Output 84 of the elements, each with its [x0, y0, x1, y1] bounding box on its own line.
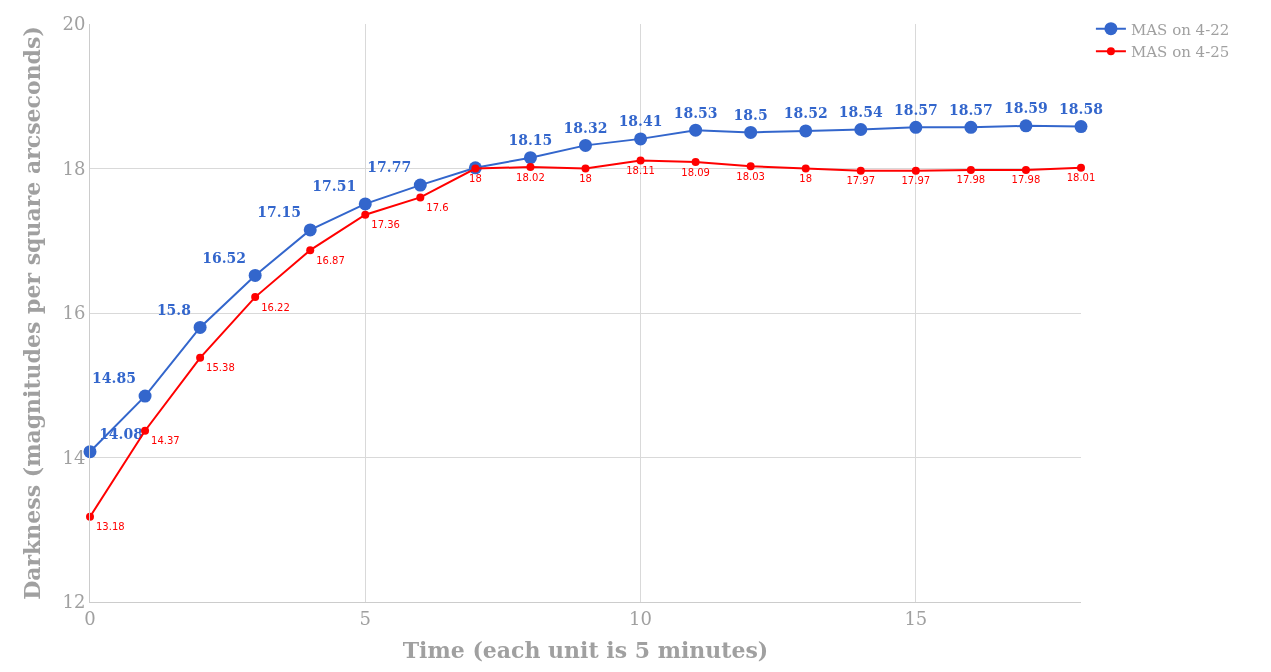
- point: [964, 120, 978, 134]
- x-tick-label: 15: [904, 607, 928, 629]
- data-label: 17.97: [846, 175, 876, 187]
- point: [523, 151, 537, 165]
- y-tick-label: 12: [62, 591, 86, 613]
- point: [854, 122, 868, 136]
- data-label: 18.5: [733, 106, 768, 123]
- point: [911, 166, 920, 175]
- data-label: 17.77: [367, 159, 412, 176]
- data-label: 18.58: [1059, 100, 1103, 117]
- data-label: 17.15: [257, 204, 302, 221]
- point: [526, 163, 535, 172]
- x-tick-label: 5: [359, 607, 372, 629]
- data-label: 18.02: [516, 171, 545, 183]
- data-label: 17.36: [371, 219, 400, 231]
- y-tick-label: 20: [62, 13, 86, 35]
- point: [1021, 165, 1030, 174]
- point: [799, 124, 813, 138]
- data-label: 18.54: [838, 103, 883, 120]
- point: [689, 123, 703, 137]
- data-label: 17.51: [312, 178, 357, 195]
- point: [634, 132, 648, 146]
- point: [746, 162, 755, 171]
- point: [86, 512, 94, 521]
- legend-label: MAS on 4-22: [1130, 20, 1230, 39]
- y-tick-label: 16: [62, 302, 86, 324]
- data-label: 18: [469, 173, 482, 184]
- data-label: 18.53: [673, 104, 718, 121]
- y-tick-label: 14: [62, 446, 86, 468]
- data-label: 17.98: [956, 174, 986, 186]
- data-label: 18.01: [1066, 172, 1096, 184]
- point: [193, 320, 207, 334]
- data-label: 13.18: [96, 521, 125, 533]
- point: [303, 223, 317, 237]
- point: [581, 164, 590, 173]
- point: [856, 166, 865, 175]
- data-label: 18.57: [948, 101, 993, 118]
- data-label: 14.85: [92, 370, 136, 387]
- y-tick-label: 18: [62, 157, 86, 179]
- data-label: 17.97: [901, 175, 931, 187]
- data-label: 18: [799, 173, 813, 184]
- data-label: 17.98: [1011, 174, 1041, 186]
- point: [1019, 119, 1033, 133]
- point: [138, 389, 152, 403]
- data-label: 18.09: [681, 166, 710, 178]
- point: [196, 353, 205, 362]
- data-label: 15.38: [206, 362, 235, 374]
- data-label: 18.52: [783, 105, 828, 122]
- point: [306, 246, 315, 255]
- point: [579, 138, 592, 152]
- data-label: 18.11: [626, 165, 655, 177]
- point: [361, 210, 370, 219]
- point: [966, 165, 975, 174]
- point: [909, 120, 923, 134]
- data-label: 15.8: [156, 301, 191, 318]
- data-label: 16.52: [202, 249, 247, 266]
- data-label: 16.22: [261, 301, 290, 313]
- point: [1074, 120, 1088, 134]
- x-tick-label: 10: [629, 607, 653, 629]
- point: [744, 125, 758, 139]
- point: [691, 158, 700, 166]
- data-label: 18.15: [508, 132, 553, 149]
- y-axis-title: Darkness (magnitudes per square arcseconds): [19, 26, 46, 600]
- data-label: 18.57: [893, 101, 938, 118]
- data-label: 17.6: [426, 201, 449, 213]
- point: [413, 178, 427, 192]
- data-label: 14.37: [151, 435, 180, 447]
- point: [358, 197, 372, 211]
- point: [141, 426, 150, 435]
- x-tick-label: 0: [84, 607, 96, 629]
- point: [636, 156, 645, 165]
- point: [251, 293, 260, 302]
- data-label: 18.03: [736, 170, 765, 182]
- data-label: 18.41: [618, 113, 663, 130]
- point: [416, 193, 425, 202]
- data-label: 16.87: [316, 254, 345, 266]
- legend-label: MAS on 4-25: [1130, 43, 1230, 62]
- data-label: 18.32: [563, 119, 608, 136]
- point: [248, 268, 262, 282]
- x-axis-title: Time (each unit is 5 minutes): [402, 637, 769, 664]
- data-label: 18.59: [1004, 100, 1048, 117]
- point: [801, 164, 810, 173]
- data-label: 18: [579, 173, 592, 184]
- point: [1077, 163, 1085, 172]
